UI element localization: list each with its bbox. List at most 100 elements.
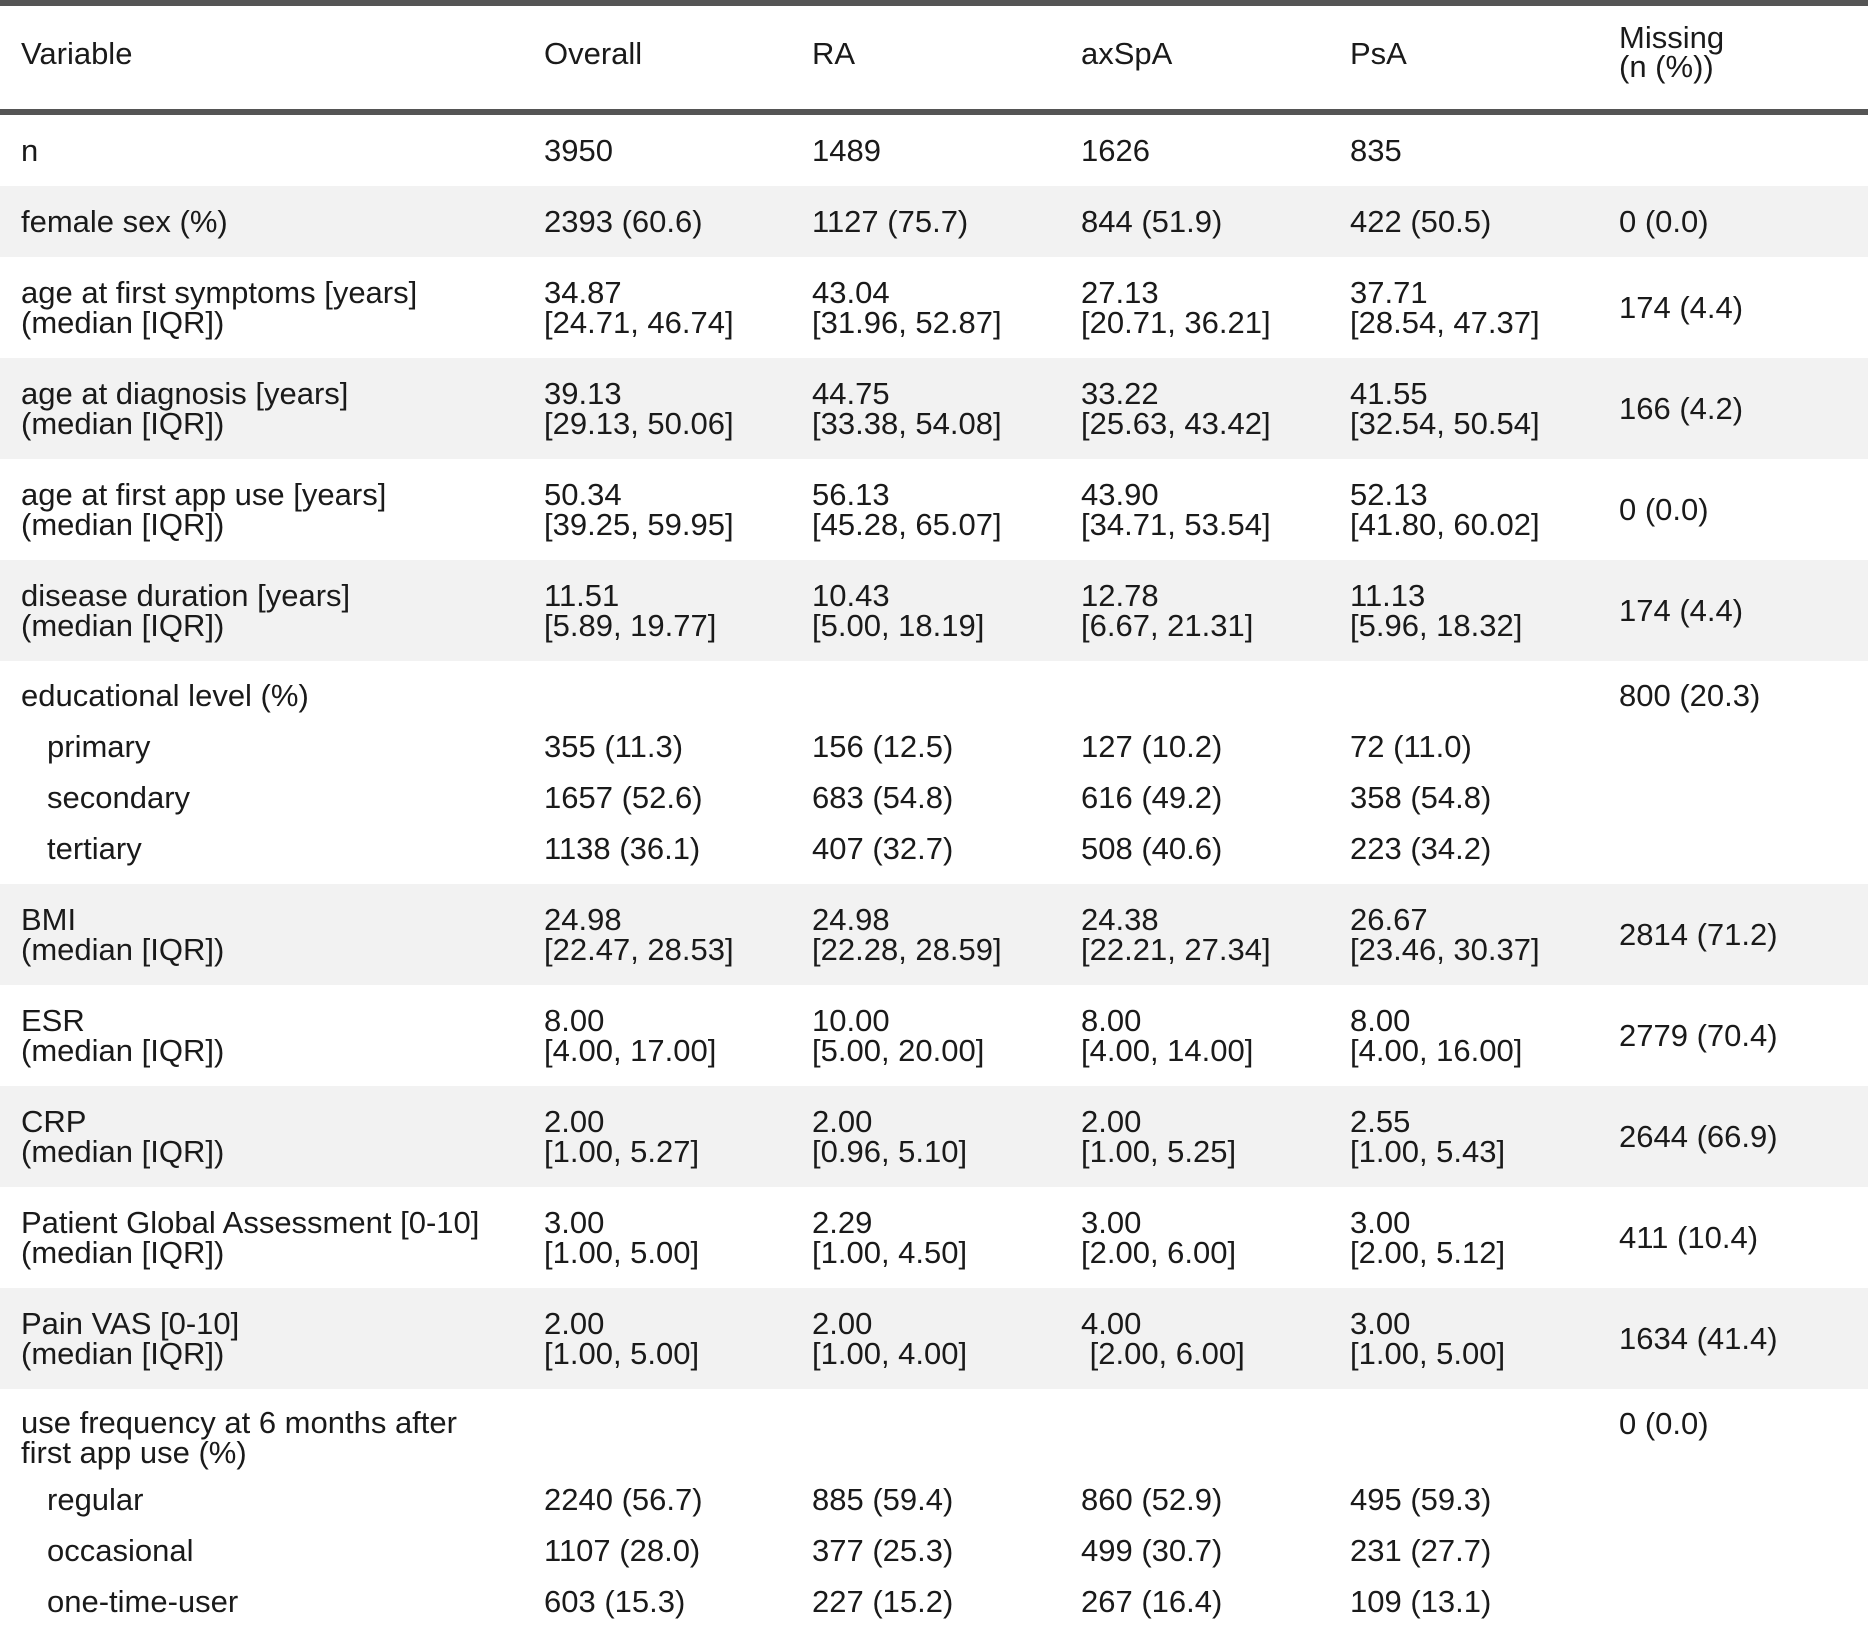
table-row: CRP (median [IQR]) 2.00 [1.00, 5.27] 2.00 … [0, 1086, 1868, 1187]
cell-psa: 3.00 [1.00, 5.00] [1350, 1306, 1506, 1371]
subrow-label: secondary [47, 780, 191, 815]
row-label: CRP (median [IQR]) [21, 1104, 225, 1169]
subrow-cell-overall: 603 (15.3) [544, 1584, 686, 1619]
table-row: Pain VAS [0-10] (median [IQR]) 2.00 [1.00… [0, 1288, 1868, 1389]
row-label: educational level (%) [21, 678, 309, 713]
cell-axspa: 27.13 [20.71, 36.21] [1081, 275, 1271, 340]
cell-missing: 2814 (71.2) [1619, 917, 1778, 952]
subrow-cell-psa: 495 (59.3) [1350, 1482, 1492, 1517]
subrow-cell-ra: 156 (12.5) [812, 729, 954, 764]
subrow-cell-psa: 223 (34.2) [1350, 831, 1492, 866]
cell-missing: 0 (0.0) [1619, 492, 1709, 527]
subrow-cell-psa: 72 (11.0) [1350, 729, 1472, 764]
subrow-label: primary [47, 729, 151, 764]
cell-ra: 56.13 [45.28, 65.07] [812, 477, 1002, 542]
cell-overall: 11.51 [5.89, 19.77] [544, 578, 717, 643]
cell-ra: 10.43 [5.00, 18.19] [812, 578, 985, 643]
header-missing: Missing (n (%)) [1619, 20, 1725, 84]
cell-missing: 411 (10.4) [1619, 1220, 1759, 1255]
subrow-cell-overall: 1138 (36.1) [544, 831, 701, 866]
cell-ra: 24.98 [22.28, 28.59] [812, 902, 1002, 967]
cell-axspa: 844 (51.9) [1081, 204, 1223, 239]
subrow-cell-psa: 358 (54.8) [1350, 780, 1492, 815]
row-label: BMI (median [IQR]) [21, 902, 225, 967]
row-label: use frequency at 6 months after first ap… [21, 1405, 457, 1470]
table-row: disease duration [years] (median [IQR]) 1… [0, 560, 1868, 661]
cell-psa: 11.13 [5.96, 18.32] [1350, 578, 1523, 643]
cell-axspa: 24.38 [22.21, 27.34] [1081, 902, 1271, 967]
cell-axspa: 33.22 [25.63, 43.42] [1081, 376, 1271, 441]
cell-axspa: 3.00 [2.00, 6.00] [1081, 1205, 1237, 1270]
header-psa: PsA [1350, 36, 1407, 71]
table-row: age at first symptoms [years] (median [I… [0, 257, 1868, 358]
subrow-cell-ra: 377 (25.3) [812, 1533, 954, 1568]
cell-ra: 43.04 [31.96, 52.87] [812, 275, 1002, 340]
subrow-cell-psa: 109 (13.1) [1350, 1584, 1492, 1619]
row-label: ESR (median [IQR]) [21, 1003, 225, 1068]
subrow-cell-overall: 355 (11.3) [544, 729, 684, 764]
cell-missing: 1634 (41.4) [1619, 1321, 1778, 1356]
cell-ra: 2.29 [1.00, 4.50] [812, 1205, 968, 1270]
header-rule [0, 109, 1868, 115]
subrow-cell-ra: 885 (59.4) [812, 1482, 954, 1517]
cell-psa: 52.13 [41.80, 60.02] [1350, 477, 1540, 542]
row-label: Pain VAS [0-10] (median [IQR]) [21, 1306, 240, 1371]
row-label: female sex (%) [21, 204, 228, 239]
cell-psa: 37.71 [28.54, 47.37] [1350, 275, 1540, 340]
header-ra: RA [812, 36, 856, 71]
cell-missing: 2644 (66.9) [1619, 1119, 1778, 1154]
cell-missing: 800 (20.3) [1619, 678, 1761, 713]
subrow-label: occasional [47, 1533, 194, 1568]
cell-axspa: 4.00 [2.00, 6.00] [1081, 1306, 1245, 1371]
row-label: age at first app use [years] (median [IQ… [21, 477, 387, 542]
table-row: age at first app use [years] (median [IQ… [0, 459, 1868, 560]
cell-missing: 0 (0.0) [1619, 204, 1709, 239]
cell-missing: 174 (4.4) [1619, 290, 1744, 325]
header-overall: Overall [544, 36, 643, 71]
table-row: educational level (%) 800 (20.3) primary 35… [0, 661, 1868, 884]
subrow-cell-axspa: 499 (30.7) [1081, 1533, 1223, 1568]
row-label: disease duration [years] (median [IQR]) [21, 578, 351, 643]
subrow-cell-axspa: 127 (10.2) [1081, 729, 1223, 764]
cell-axspa: 12.78 [6.67, 21.31] [1081, 578, 1254, 643]
table-row: BMI (median [IQR]) 24.98 [22.47, 28.53] 24… [0, 884, 1868, 985]
cell-overall: 39.13 [29.13, 50.06] [544, 376, 734, 441]
cell-overall: 2393 (60.6) [544, 204, 703, 239]
row-label: age at first symptoms [years] (median [I… [21, 275, 418, 340]
table-row: use frequency at 6 months after first ap… [0, 1389, 1868, 1637]
header-variable: Variable [21, 36, 133, 71]
cell-ra: 1489 [812, 133, 881, 168]
row-label: Patient Global Assessment [0-10] (median… [21, 1205, 480, 1270]
cell-ra: 2.00 [0.96, 5.10] [812, 1104, 968, 1169]
subrow-cell-axspa: 508 (40.6) [1081, 831, 1223, 866]
cell-ra: 1127 (75.7) [812, 204, 969, 239]
subrow-cell-axspa: 616 (49.2) [1081, 780, 1223, 815]
cell-missing: 174 (4.4) [1619, 593, 1744, 628]
cell-overall: 3950 [544, 133, 613, 168]
cell-ra: 44.75 [33.38, 54.08] [812, 376, 1002, 441]
cell-ra: 2.00 [1.00, 4.00] [812, 1306, 968, 1371]
subrow-cell-axspa: 860 (52.9) [1081, 1482, 1223, 1517]
cell-axspa: 8.00 [4.00, 14.00] [1081, 1003, 1254, 1068]
cell-overall: 24.98 [22.47, 28.53] [544, 902, 734, 967]
subrow-cell-axspa: 267 (16.4) [1081, 1584, 1223, 1619]
subrow-cell-ra: 683 (54.8) [812, 780, 954, 815]
cell-missing: 2779 (70.4) [1619, 1018, 1778, 1053]
cell-overall: 2.00 [1.00, 5.27] [544, 1104, 700, 1169]
cell-ra: 10.00 [5.00, 20.00] [812, 1003, 985, 1068]
table-row: female sex (%) 2393 (60.6) 1127 (75.7) 844 … [0, 186, 1868, 257]
cell-psa: 835 [1350, 133, 1402, 168]
cell-psa: 2.55 [1.00, 5.43] [1350, 1104, 1506, 1169]
cell-psa: 26.67 [23.46, 30.37] [1350, 902, 1540, 967]
cell-axspa: 43.90 [34.71, 53.54] [1081, 477, 1271, 542]
subrow-cell-overall: 1657 (52.6) [544, 780, 703, 815]
row-label: n [21, 133, 39, 168]
cell-psa: 422 (50.5) [1350, 204, 1492, 239]
header-axspa: axSpA [1081, 36, 1173, 71]
cell-axspa: 2.00 [1.00, 5.25] [1081, 1104, 1237, 1169]
cell-overall: 8.00 [4.00, 17.00] [544, 1003, 717, 1068]
subrow-label: one-time-user [47, 1584, 239, 1619]
subrow-label: tertiary [47, 831, 142, 866]
subrow-cell-ra: 227 (15.2) [812, 1584, 954, 1619]
cell-overall: 50.34 [39.25, 59.95] [544, 477, 734, 542]
